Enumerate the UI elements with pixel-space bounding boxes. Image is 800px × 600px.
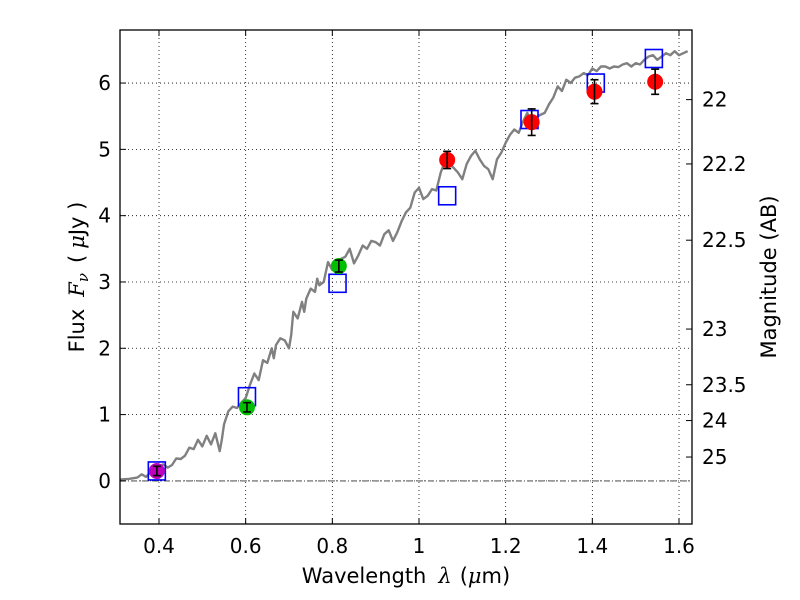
y-tick-label: 1: [98, 403, 111, 427]
y-tick-label: 4: [98, 204, 111, 228]
y2-tick-label: 22: [702, 88, 727, 112]
axis-ticks: [120, 30, 692, 524]
x-tick-label: 1.6: [663, 534, 695, 558]
y-axis-title-unit-rest: Jy ): [65, 202, 89, 238]
model-square-marker: [147, 461, 167, 481]
y2-tick-label: 23: [702, 317, 727, 341]
observed-photometry-series: [148, 68, 664, 479]
y-axis-title: Flux Fν ( μJy ): [65, 202, 92, 353]
y2-tick-label: 23.5: [702, 373, 747, 397]
y-tick-label: 0: [98, 469, 111, 493]
y-axis-title-subscript: ν: [74, 273, 92, 282]
y-tick-label: 2: [98, 336, 111, 360]
model-square-marker: [328, 273, 347, 294]
x-tick-label: 1.2: [490, 534, 522, 558]
y2-tick-label: 22.2: [702, 152, 747, 176]
x-tick-label: 0.6: [230, 534, 262, 558]
x-axis-title-text: Wavelength: [302, 564, 427, 588]
x-tick-label: 0.8: [316, 534, 348, 558]
grid-lines: [120, 30, 692, 524]
x-tick-label: 1.4: [576, 534, 608, 558]
x-axis-title: Wavelength λ (μm): [302, 564, 510, 588]
x-tick-label: 0.4: [143, 534, 175, 558]
y-tick-label: 6: [98, 71, 111, 95]
y2-tick-label: 25: [702, 445, 727, 469]
y2-tick-label: 24: [702, 409, 727, 433]
x-axis-title-unit-rest: m): [482, 564, 511, 588]
y-axis-title-text: Flux: [65, 309, 89, 353]
y2-tick-label: 22.5: [702, 228, 747, 252]
x-axis-title-symbol: λ: [437, 564, 451, 588]
y-tick-label: 3: [98, 270, 111, 294]
model-photometry-series: [147, 48, 664, 481]
plot-frame: [119, 29, 693, 525]
y-tick-labels: 0 1 2 3 4 5 6: [98, 71, 111, 493]
model-square-marker: [437, 185, 457, 206]
y2-axis-title: Magnitude (AB): [757, 195, 781, 358]
y-tick-label: 5: [98, 137, 111, 161]
x-tick-label: 1: [413, 534, 426, 558]
y-axis-title-unit-mu: μ: [65, 235, 89, 249]
x-axis-title-unit-mu: μ: [468, 564, 482, 588]
y2-tick-labels: 22 22.2 22.5 23 23.5 24 25: [702, 88, 747, 469]
x-tick-labels: 0.4 0.6 0.8 1 1.2 1.4 1.6: [143, 534, 695, 558]
model-square-marker: [644, 48, 664, 69]
spectrum-series: [119, 50, 689, 481]
spectrum-line: [119, 50, 689, 481]
y-axis-title-unit-open: (: [65, 255, 89, 263]
x-axis-title-unit-open: (: [460, 564, 468, 588]
y-axis-title-symbol: F: [65, 281, 89, 298]
